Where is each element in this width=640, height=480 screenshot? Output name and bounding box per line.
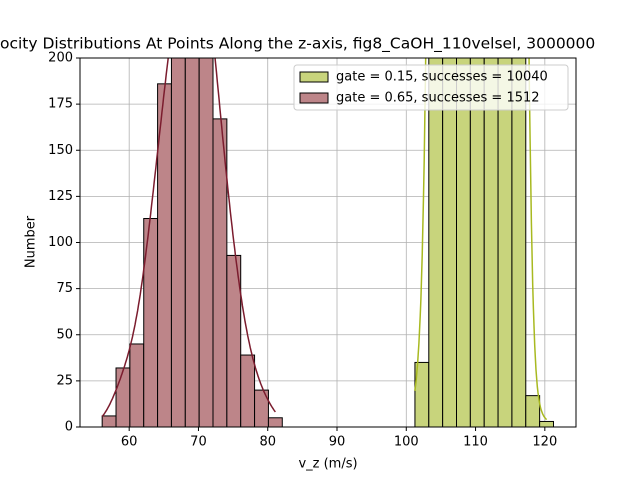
histogram-bar bbox=[198, 58, 214, 427]
histogram-bar bbox=[240, 354, 256, 427]
y-tick-label: 25 bbox=[56, 373, 73, 388]
kde-curve bbox=[101, 58, 276, 417]
x-tick-label: 80 bbox=[259, 435, 276, 450]
histogram-bar bbox=[497, 58, 513, 427]
y-tick-label: 150 bbox=[48, 143, 73, 158]
y-tick-label: 50 bbox=[56, 327, 73, 342]
histogram-bar bbox=[469, 58, 485, 427]
y-tick-label: 175 bbox=[48, 97, 73, 112]
plot-area bbox=[101, 58, 554, 427]
legend: gate = 0.15, successes = 10040 gate = 0.6… bbox=[293, 64, 569, 111]
legend-swatch bbox=[299, 71, 329, 83]
y-tick-label: 125 bbox=[48, 189, 73, 204]
x-tick-label: 120 bbox=[532, 435, 557, 450]
legend-label: gate = 0.15, successes = 10040 bbox=[336, 70, 548, 85]
chart-title: ocity Distributions At Points Along the … bbox=[0, 35, 595, 54]
histogram-bar bbox=[129, 343, 145, 427]
legend-box bbox=[293, 64, 569, 111]
histogram-bar bbox=[101, 415, 117, 427]
histogram-bar bbox=[456, 58, 471, 427]
histogram-bar bbox=[428, 58, 444, 427]
x-tick-label: 100 bbox=[394, 435, 419, 450]
y-axis-label: Number bbox=[24, 215, 39, 268]
histogram-bar bbox=[483, 58, 499, 427]
histogram-bar bbox=[511, 58, 527, 427]
legend-label: gate = 0.65, successes = 1512 bbox=[336, 91, 540, 106]
histogram-bar bbox=[539, 420, 554, 427]
histogram-bar bbox=[170, 58, 186, 427]
histogram-bar bbox=[442, 58, 458, 427]
x-tick-label: 70 bbox=[190, 435, 207, 450]
y-tick-label: 100 bbox=[48, 235, 73, 250]
histogram-bar bbox=[525, 395, 541, 427]
x-tick-label: 90 bbox=[329, 435, 346, 450]
histogram-bar bbox=[267, 417, 283, 427]
histogram-bar bbox=[184, 58, 200, 427]
x-tick-label: 110 bbox=[463, 435, 488, 450]
x-axis-label: v_z (m/s) bbox=[298, 457, 357, 472]
x-tick-label: 60 bbox=[121, 435, 138, 450]
histogram-bar bbox=[226, 254, 242, 427]
y-tick-label: 0 bbox=[65, 420, 73, 435]
y-tick-label: 200 bbox=[48, 51, 73, 66]
legend-swatch bbox=[299, 92, 329, 104]
histogram-bar bbox=[115, 367, 131, 427]
histogram-bar bbox=[254, 389, 269, 427]
y-tick-label: 75 bbox=[56, 281, 73, 296]
